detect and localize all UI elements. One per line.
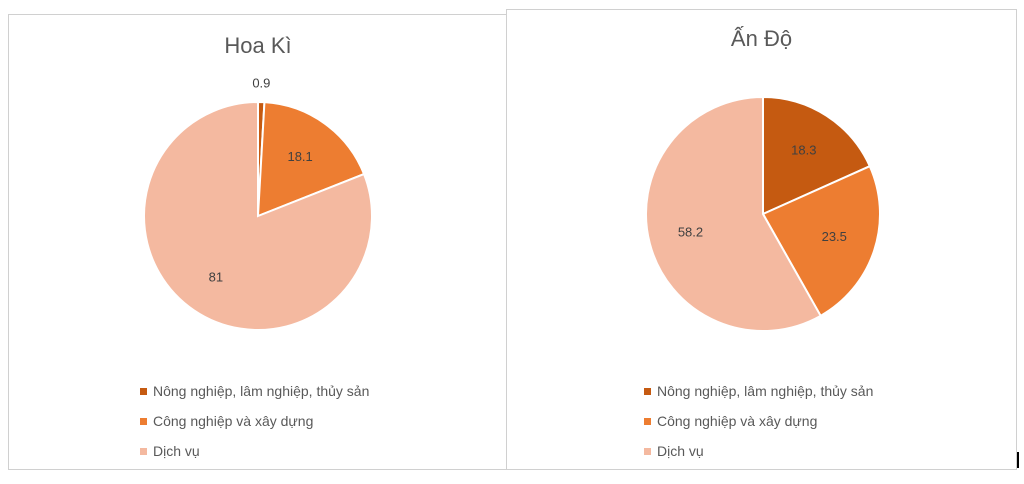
data-label-dich-vu: 58.2: [678, 225, 703, 240]
pie-chart-an-do: 18.3 23.5 58.2: [645, 95, 881, 332]
legend-swatch: [140, 387, 147, 395]
pie-slice-cong-nghiep: [256, 101, 366, 218]
chart-title: Hoa Kì: [224, 33, 292, 58]
chart-panel-hoa-ki: Hoa Kì 0.9 18.1 81 Nông nghiệp, lâm nghiệp…: [8, 14, 508, 470]
legend-label: Công nghiệp và xây dựng: [657, 413, 818, 429]
legend-item-cong-nghiep: Công nghiệp và xây dựng: [644, 406, 873, 436]
pie-slice-dich-vu: [645, 95, 823, 332]
chart-panel-an-do: Ấn Độ 18.3 23.5 58.2 Nông nghiệp, lâm nghi…: [506, 9, 1017, 470]
pie-slice-dich-vu: [143, 100, 373, 331]
legend-label: Công nghiệp và xây dựng: [153, 413, 314, 429]
legend-item-dich-vu: Dịch vụ: [140, 436, 369, 466]
data-label-cong-nghiep: 23.5: [822, 229, 847, 244]
data-label-cong-nghiep: 18.1: [287, 149, 312, 164]
data-label-nong-nghiep: 0.9: [252, 75, 270, 90]
chart-legend: Nông nghiệp, lâm nghiệp, thủy sản Công n…: [140, 376, 369, 466]
legend-label: Dịch vụ: [657, 443, 704, 459]
legend-swatch: [140, 447, 147, 455]
text-cursor-mark: [1017, 452, 1019, 468]
legend-swatch: [644, 417, 651, 425]
legend-label: Nông nghiệp, lâm nghiệp, thủy sản: [153, 383, 370, 399]
chart-title: Ấn Độ: [730, 26, 793, 51]
pie-slice-nong-nghiep: [762, 95, 872, 216]
legend-item-dich-vu: Dịch vụ: [644, 436, 873, 466]
pie-slice-cong-nghiep: [761, 164, 881, 318]
legend-swatch: [140, 417, 147, 425]
legend-swatch: [644, 387, 651, 395]
pie-chart-hoa-ki: 0.9 18.1 81: [143, 75, 373, 331]
legend-label: Dịch vụ: [153, 443, 200, 459]
data-label-dich-vu: 81: [209, 269, 223, 284]
legend-item-cong-nghiep: Công nghiệp và xây dựng: [140, 406, 369, 436]
chart-legend: Nông nghiệp, lâm nghiệp, thủy sản Công n…: [644, 376, 873, 466]
legend-item-nong-nghiep: Nông nghiệp, lâm nghiệp, thủy sản: [644, 376, 873, 406]
legend-swatch: [644, 447, 651, 455]
data-label-nong-nghiep: 18.3: [791, 142, 816, 157]
legend-item-nong-nghiep: Nông nghiệp, lâm nghiệp, thủy sản: [140, 376, 369, 406]
legend-label: Nông nghiệp, lâm nghiệp, thủy sản: [657, 383, 874, 399]
